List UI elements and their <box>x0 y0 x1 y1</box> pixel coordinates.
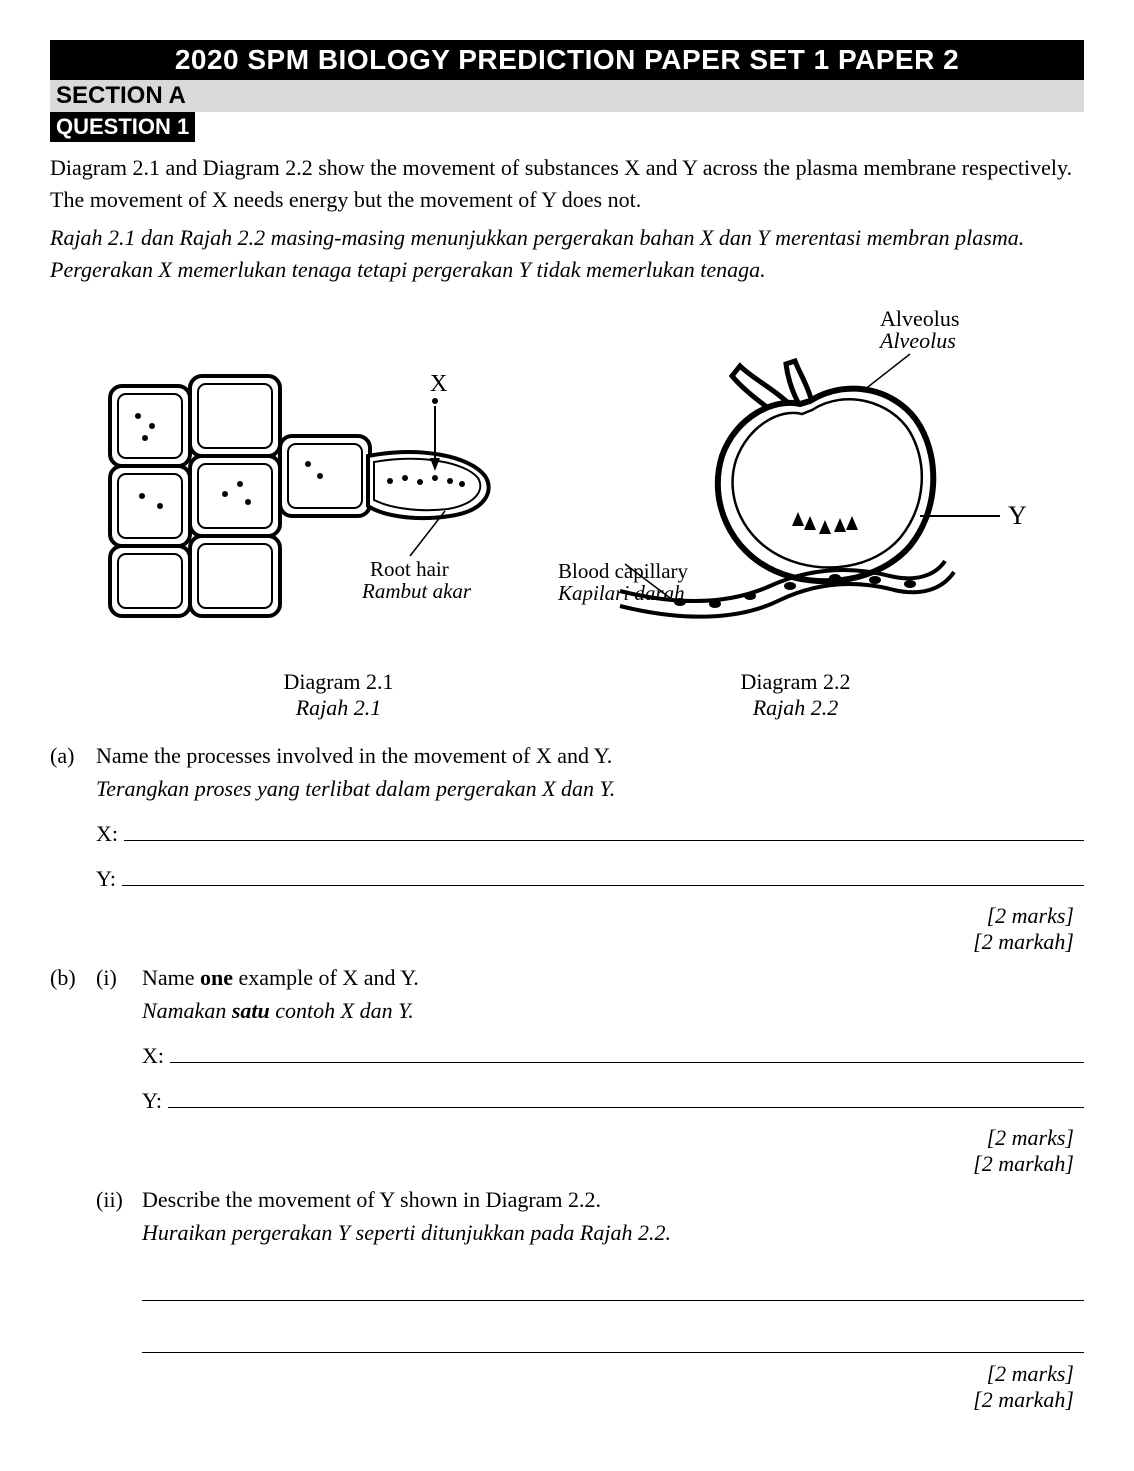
blank-line <box>170 1041 1084 1063</box>
label-a: (a) <box>50 739 96 895</box>
caption-2-1: Diagram 2.1 Rajah 2.1 <box>284 669 394 721</box>
section-heading: SECTION A <box>50 80 1084 112</box>
svg-text:Kapilari darah: Kapilari darah <box>557 581 685 605</box>
svg-text:Blood capillary: Blood capillary <box>558 559 689 583</box>
answer-a-y[interactable]: Y: <box>96 862 1084 895</box>
diagram-captions: Diagram 2.1 Rajah 2.1 Diagram 2.2 Rajah … <box>110 669 1024 721</box>
question-b-ii: (ii) Describe the movement of Y shown in… <box>50 1183 1084 1354</box>
blank-line <box>124 819 1084 841</box>
svg-text:Y: Y <box>1008 501 1027 530</box>
caption-2-1-bm: Rajah 2.1 <box>284 695 394 721</box>
marks-b-ii-bm: [2 markah] <box>50 1387 1074 1413</box>
svg-text:Alveolus: Alveolus <box>878 328 956 353</box>
blank-line <box>168 1086 1084 1108</box>
q-a-text-bm: Terangkan proses yang terlibat dalam per… <box>96 772 1084 805</box>
label-b-i: (i) <box>96 961 142 1117</box>
answer-b-ii-line2[interactable] <box>142 1327 1084 1353</box>
marks-b-i-en: [2 marks] <box>50 1125 1074 1151</box>
question-heading: QUESTION 1 <box>50 112 195 142</box>
q-a-text-en: Name the processes involved in the movem… <box>96 739 1084 772</box>
label-b-ii: (ii) <box>96 1183 142 1354</box>
marks-b-i: [2 marks] [2 markah] <box>50 1125 1084 1177</box>
answer-a-x-label: X: <box>96 817 118 850</box>
marks-a-bm: [2 markah] <box>50 929 1074 955</box>
answer-b-i-y-label: Y: <box>142 1084 162 1117</box>
spacer <box>50 1183 96 1354</box>
diagram-2-1: X Root hair Rambut akar <box>90 306 520 641</box>
q-b-ii-text-en: Describe the movement of Y shown in Diag… <box>142 1183 1084 1216</box>
answer-b-ii-line1[interactable] <box>142 1275 1084 1301</box>
caption-2-2: Diagram 2.2 Rajah 2.2 <box>741 669 851 721</box>
diagram-row: X Root hair Rambut akar Alveolus Alveolu… <box>90 306 1054 641</box>
alveolus-svg: Alveolus Alveolus <box>540 306 1060 636</box>
marks-a: [2 marks] [2 markah] <box>50 903 1084 955</box>
x-marker: X <box>430 371 447 397</box>
label-b: (b) <box>50 961 96 1117</box>
marks-b-i-bm: [2 markah] <box>50 1151 1074 1177</box>
answer-b-i-x[interactable]: X: <box>142 1039 1084 1072</box>
q-b-i-text-bm: Namakan satu contoh X dan Y. <box>142 994 1084 1027</box>
marks-b-ii: [2 marks] [2 markah] <box>50 1361 1084 1413</box>
intro-text-en: Diagram 2.1 and Diagram 2.2 show the mov… <box>50 152 1084 216</box>
caption-2-2-bm: Rajah 2.2 <box>741 695 851 721</box>
paper-title: 2020 SPM BIOLOGY PREDICTION PAPER SET 1 … <box>50 40 1084 80</box>
diagram-2-2: Alveolus Alveolus <box>540 306 1060 641</box>
svg-text:Rambut akar: Rambut akar <box>361 579 472 603</box>
intro-text-bm: Rajah 2.1 dan Rajah 2.2 masing-masing me… <box>50 222 1084 286</box>
root-hair-svg: X Root hair Rambut akar <box>90 306 520 636</box>
blank-line <box>122 864 1084 886</box>
answer-b-i-x-label: X: <box>142 1039 164 1072</box>
marks-a-en: [2 marks] <box>50 903 1074 929</box>
q-b-i-text-en: Name one example of X and Y. <box>142 961 1084 994</box>
marks-b-ii-en: [2 marks] <box>50 1361 1074 1387</box>
question-b-i: (b) (i) Name one example of X and Y. Nam… <box>50 961 1084 1117</box>
answer-a-y-label: Y: <box>96 862 116 895</box>
answer-a-x[interactable]: X: <box>96 817 1084 850</box>
answer-b-i-y[interactable]: Y: <box>142 1084 1084 1117</box>
caption-2-2-en: Diagram 2.2 <box>741 669 851 695</box>
svg-text:Root hair: Root hair <box>370 557 449 581</box>
question-a: (a) Name the processes involved in the m… <box>50 739 1084 895</box>
q-b-ii-text-bm: Huraikan pergerakan Y seperti ditunjukka… <box>142 1216 1084 1249</box>
caption-2-1-en: Diagram 2.1 <box>284 669 394 695</box>
